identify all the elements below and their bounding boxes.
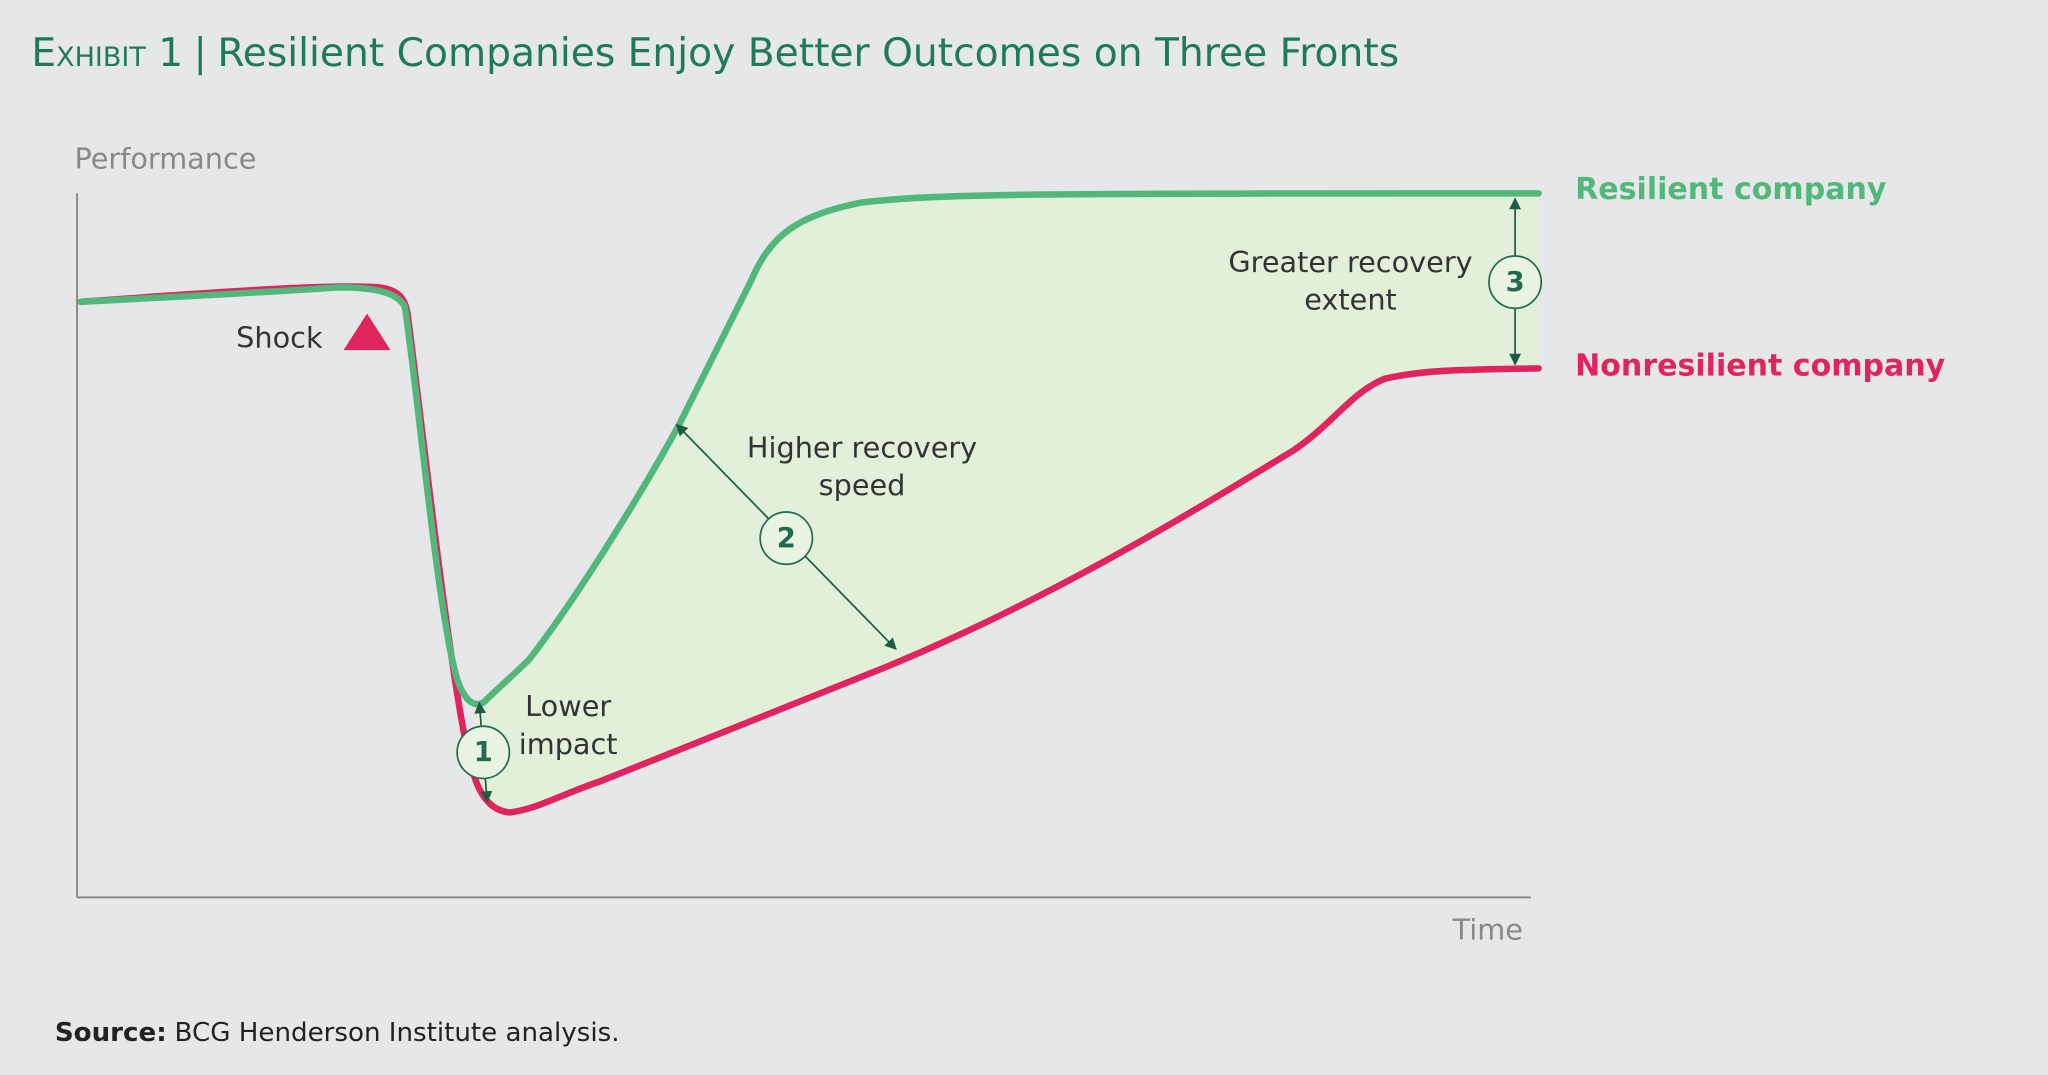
annotation-text: Higher recovery <box>747 430 977 464</box>
marker-number: 2 <box>777 523 796 554</box>
annotation-text: extent <box>1304 283 1397 317</box>
marker-number: 3 <box>1506 267 1525 298</box>
legend-resilient: Resilient company <box>1575 172 1887 207</box>
marker-circle <box>1488 255 1543 310</box>
x-axis-label: Time <box>1452 912 1523 946</box>
shock-marker <box>343 313 391 351</box>
legend-nonresilient: Nonresilient company <box>1575 349 1946 384</box>
title: Exhibit 1 | Resilient Companies Enjoy Bett… <box>31 30 1399 75</box>
marker-circle <box>759 511 814 566</box>
annotation-text: Greater recovery <box>1228 245 1472 279</box>
annotation-text: speed <box>819 468 906 502</box>
marker-circle <box>456 725 511 780</box>
exhibit-label: Exhibit 1 <box>31 30 183 75</box>
source-text: BCG Henderson Institute analysis. <box>175 1018 620 1048</box>
y-axis-label: Performance <box>74 142 256 176</box>
annotation-text: Lower <box>525 689 611 723</box>
marker-number: 1 <box>474 737 493 768</box>
shock-label: Shock <box>236 321 323 355</box>
annotation-text: impact <box>519 727 618 761</box>
nonresilient-line <box>77 283 1542 816</box>
title-text: Resilient Companies Enjoy Better Outcome… <box>217 30 1399 75</box>
resilient-line <box>77 190 1542 708</box>
gap-area <box>475 193 1539 813</box>
source: Source: BCG Henderson Institute analysis. <box>55 1018 620 1048</box>
separator: | <box>194 30 207 75</box>
source-label: Source: <box>55 1018 167 1048</box>
